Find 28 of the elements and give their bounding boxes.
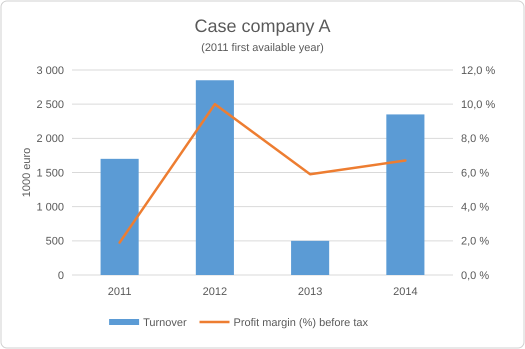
y-tick-label: 2 500: [36, 99, 64, 112]
y2-tick-label: 0,0 %: [461, 270, 490, 282]
x-tick-label: 2013: [298, 286, 322, 298]
legend-label: Turnover: [143, 316, 188, 329]
y-axis-title: 1000 euro: [21, 148, 33, 198]
x-tick-label: 2014: [393, 286, 418, 298]
y-tick-label: 0: [58, 270, 64, 282]
bar: [386, 114, 424, 275]
y2-tick-label: 12,0 %: [461, 64, 496, 77]
y-tick-label: 1 500: [36, 167, 64, 180]
bar: [196, 80, 234, 275]
y2-tick-label: 2,0 %: [461, 236, 490, 248]
legend-label: Profit margin (%) before tax: [234, 316, 368, 329]
bar: [291, 240, 330, 275]
y-tick-label: 3 000: [36, 64, 64, 77]
line-series: [118, 102, 407, 244]
chart-title: Case company A: [194, 16, 331, 36]
y-tick-label: 2 000: [36, 133, 64, 146]
y2-tick-label: 10,0 %: [461, 99, 496, 112]
x-tick-label: 2011: [108, 286, 132, 298]
bar: [100, 158, 139, 275]
x-tick-label: 2012: [202, 286, 228, 298]
y-tick-label: 1 000: [36, 202, 64, 214]
y-tick-label: 500: [46, 236, 64, 248]
y2-tick-label: 4,0 %: [461, 202, 490, 214]
y2-tick-label: 8,0 %: [461, 133, 490, 146]
chart-subtitle: (2011 first available year): [201, 42, 324, 54]
y2-tick-label: 6,0 %: [461, 167, 490, 180]
